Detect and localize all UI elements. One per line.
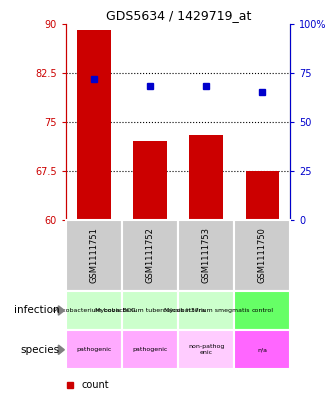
Text: Mycobacterium smegmatis: Mycobacterium smegmatis — [163, 308, 249, 313]
Bar — [234, 220, 290, 291]
Title: GDS5634 / 1429719_at: GDS5634 / 1429719_at — [106, 9, 251, 22]
Text: GSM1111751: GSM1111751 — [89, 228, 99, 283]
Bar — [178, 220, 234, 291]
Bar — [178, 291, 234, 330]
Bar — [122, 330, 178, 369]
Text: pathogenic: pathogenic — [76, 347, 112, 352]
Bar — [66, 220, 122, 291]
Text: control: control — [251, 308, 273, 313]
Text: non-pathog
enic: non-pathog enic — [188, 344, 224, 355]
Text: infection: infection — [14, 305, 59, 316]
Bar — [133, 141, 167, 220]
Text: GSM1111752: GSM1111752 — [146, 228, 155, 283]
Polygon shape — [58, 345, 64, 354]
Text: pathogenic: pathogenic — [132, 347, 168, 352]
Polygon shape — [58, 306, 64, 315]
Text: GSM1111750: GSM1111750 — [258, 228, 267, 283]
Text: GSM1111753: GSM1111753 — [202, 228, 211, 283]
Bar — [66, 291, 122, 330]
Text: species: species — [20, 345, 59, 355]
Bar — [234, 330, 290, 369]
Bar — [178, 330, 234, 369]
Bar — [246, 171, 279, 220]
Bar — [77, 30, 111, 220]
Text: Mycobacterium tuberculosis H37ra: Mycobacterium tuberculosis H37ra — [95, 308, 205, 313]
Text: n/a: n/a — [257, 347, 267, 352]
Bar — [234, 291, 290, 330]
Bar — [66, 330, 122, 369]
Bar — [122, 220, 178, 291]
Text: count: count — [82, 380, 109, 390]
Bar — [122, 291, 178, 330]
Text: Mycobacterium bovis BCG: Mycobacterium bovis BCG — [53, 308, 135, 313]
Bar — [189, 135, 223, 220]
